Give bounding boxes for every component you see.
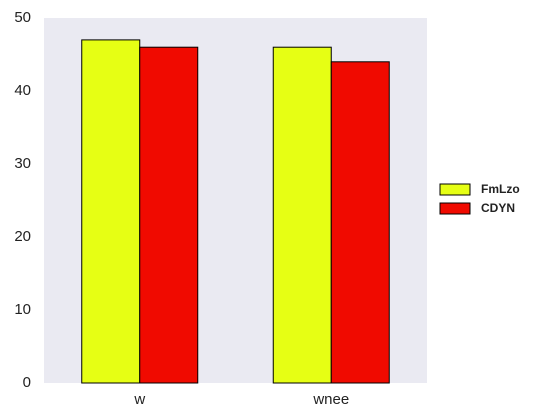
x-axis-ticks: w wnee (133, 391, 349, 408)
x-tick-label: wnee (312, 391, 349, 408)
y-tick-label: 10 (14, 301, 31, 318)
y-tick-label: 50 (14, 9, 31, 26)
legend-swatch (439, 202, 471, 215)
bar-CDYN-w (139, 46, 199, 384)
x-tick-label: w (133, 391, 145, 408)
y-tick-label: 0 (23, 374, 31, 391)
legend: FmLzo CDYN (439, 182, 520, 215)
bar-FmLzo-w (81, 39, 141, 384)
y-tick-label: 30 (14, 155, 31, 172)
y-tick-label: 40 (14, 82, 31, 99)
legend-label: FmLzo (481, 182, 520, 196)
bar-CDYN-wnee (330, 61, 390, 384)
legend-label: CDYN (481, 201, 515, 215)
bars (81, 39, 390, 384)
y-tick-label: 20 (14, 228, 31, 245)
bar-FmLzo-wnee (272, 46, 332, 384)
legend-swatch (439, 183, 471, 196)
y-axis-ticks: 0 10 20 30 40 50 (14, 9, 31, 391)
